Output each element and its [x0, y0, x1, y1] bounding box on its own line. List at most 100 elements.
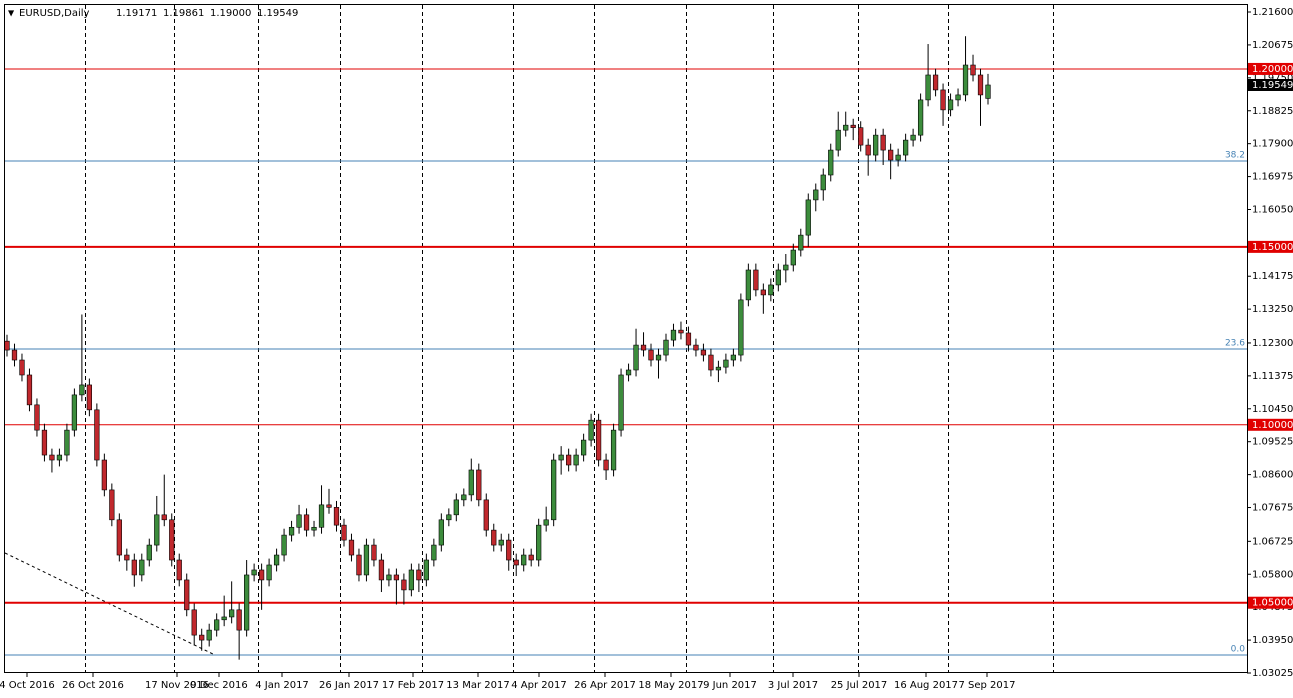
candle-body — [693, 344, 699, 351]
candle-body — [41, 429, 48, 456]
x-tick-label: 13 Mar 2017 — [446, 680, 509, 691]
candle-body — [521, 554, 527, 566]
candle-body — [648, 349, 654, 361]
candle-body — [161, 514, 167, 521]
candle-body — [184, 579, 190, 611]
x-tick-label: 4 Apr 2017 — [511, 680, 566, 691]
candle-body — [79, 384, 85, 396]
candle-body — [401, 579, 407, 591]
x-tick-label: 9 Jun 2017 — [703, 680, 757, 691]
candle-body — [34, 404, 40, 431]
candle-body — [49, 454, 55, 461]
candle-body — [236, 609, 242, 631]
candle-body — [708, 354, 714, 371]
symbol: EURUSD,Daily — [19, 8, 90, 19]
candle-body — [977, 74, 984, 96]
level-tag-label: 1.20000 — [1252, 64, 1293, 75]
candle-body — [730, 354, 737, 361]
y-tick-label: 1.11375 — [1252, 371, 1293, 382]
candle-body — [640, 344, 647, 351]
plot-frame — [4, 4, 1248, 673]
candle-body — [244, 574, 250, 631]
y-tick-label: 1.08600 — [1252, 470, 1293, 481]
candle-body — [940, 89, 946, 111]
candle-body — [820, 174, 826, 191]
y-tick-label: 1.13250 — [1252, 304, 1293, 315]
candle-body — [618, 374, 624, 431]
y-tick-label: 1.17900 — [1252, 139, 1293, 150]
candle-body — [783, 264, 789, 271]
candle-body — [536, 524, 542, 561]
candle-body — [723, 359, 729, 368]
level-tag-label: 1.05000 — [1252, 598, 1293, 609]
fib-label: 0.0 — [1231, 645, 1246, 655]
candle-body — [468, 469, 474, 496]
candle-body — [71, 394, 78, 431]
y-tick-label: 1.05800 — [1252, 569, 1293, 580]
candle-body — [910, 134, 916, 141]
candle-body — [446, 514, 452, 521]
candle-body — [281, 534, 287, 556]
candle-body — [947, 99, 954, 111]
candle-body — [206, 629, 212, 641]
candle-body — [423, 559, 429, 581]
x-tick-label: 17 Nov 2016 — [145, 680, 209, 691]
candle-body — [828, 149, 834, 176]
candle-body — [311, 526, 317, 531]
header-arrow: ▼ — [8, 9, 15, 18]
candle-body — [86, 384, 92, 411]
candle-body — [453, 499, 459, 516]
y-tick-label: 1.03025 — [1252, 668, 1293, 679]
x-tick-label: 26 Apr 2017 — [574, 680, 636, 691]
candle-body — [873, 134, 879, 156]
level-tag — [1248, 418, 1293, 431]
candle-body — [109, 489, 115, 521]
candle-body — [131, 559, 137, 576]
candle-body — [371, 544, 377, 561]
candle-body — [378, 559, 385, 581]
header-value: 1.19000 — [210, 8, 251, 19]
x-tick-label: 18 May 2017 — [638, 680, 703, 691]
candle-body — [461, 494, 467, 501]
candle-body — [566, 454, 572, 466]
header-value: 1.19171 — [116, 8, 157, 19]
x-tick-label: 25 Jul 2017 — [831, 680, 888, 691]
candle-body — [760, 289, 766, 296]
candle-body — [633, 344, 639, 371]
candle-body — [116, 519, 122, 556]
candle-body — [393, 574, 400, 581]
x-tick-label: 7 Sep 2017 — [958, 680, 1015, 691]
candle-body — [169, 519, 175, 561]
candle-body — [139, 559, 145, 576]
candle-body — [625, 369, 632, 376]
candle-body — [408, 569, 415, 591]
candle-body — [4, 340, 10, 351]
candle-body — [416, 569, 422, 581]
y-tick-label: 1.12300 — [1252, 338, 1293, 349]
candle-body — [775, 269, 781, 286]
candle-body — [154, 514, 160, 546]
candle-body — [955, 94, 961, 101]
candle-body — [655, 354, 662, 361]
y-tick-label: 1.16975 — [1252, 172, 1293, 183]
candle-body — [753, 269, 759, 291]
candle-body — [895, 154, 901, 161]
y-tick-label: 1.16050 — [1252, 205, 1293, 216]
y-tick-label: 1.19750 — [1252, 73, 1293, 84]
header-value: 1.19861 — [163, 8, 204, 19]
y-tick-label: 1.07675 — [1252, 503, 1293, 514]
candle-body — [273, 554, 280, 566]
candle-body — [363, 544, 370, 576]
candle-body — [985, 84, 991, 99]
candle-body — [858, 127, 864, 146]
fib-label: 38.2 — [1225, 151, 1245, 161]
candle-body — [476, 469, 482, 501]
candle-body — [932, 74, 939, 91]
candle-body — [296, 514, 302, 528]
y-tick-label: 1.14175 — [1252, 271, 1293, 282]
price-tag — [1248, 78, 1293, 91]
candle-body — [843, 124, 849, 131]
candle-body — [26, 374, 33, 406]
level-tag — [1248, 62, 1293, 75]
